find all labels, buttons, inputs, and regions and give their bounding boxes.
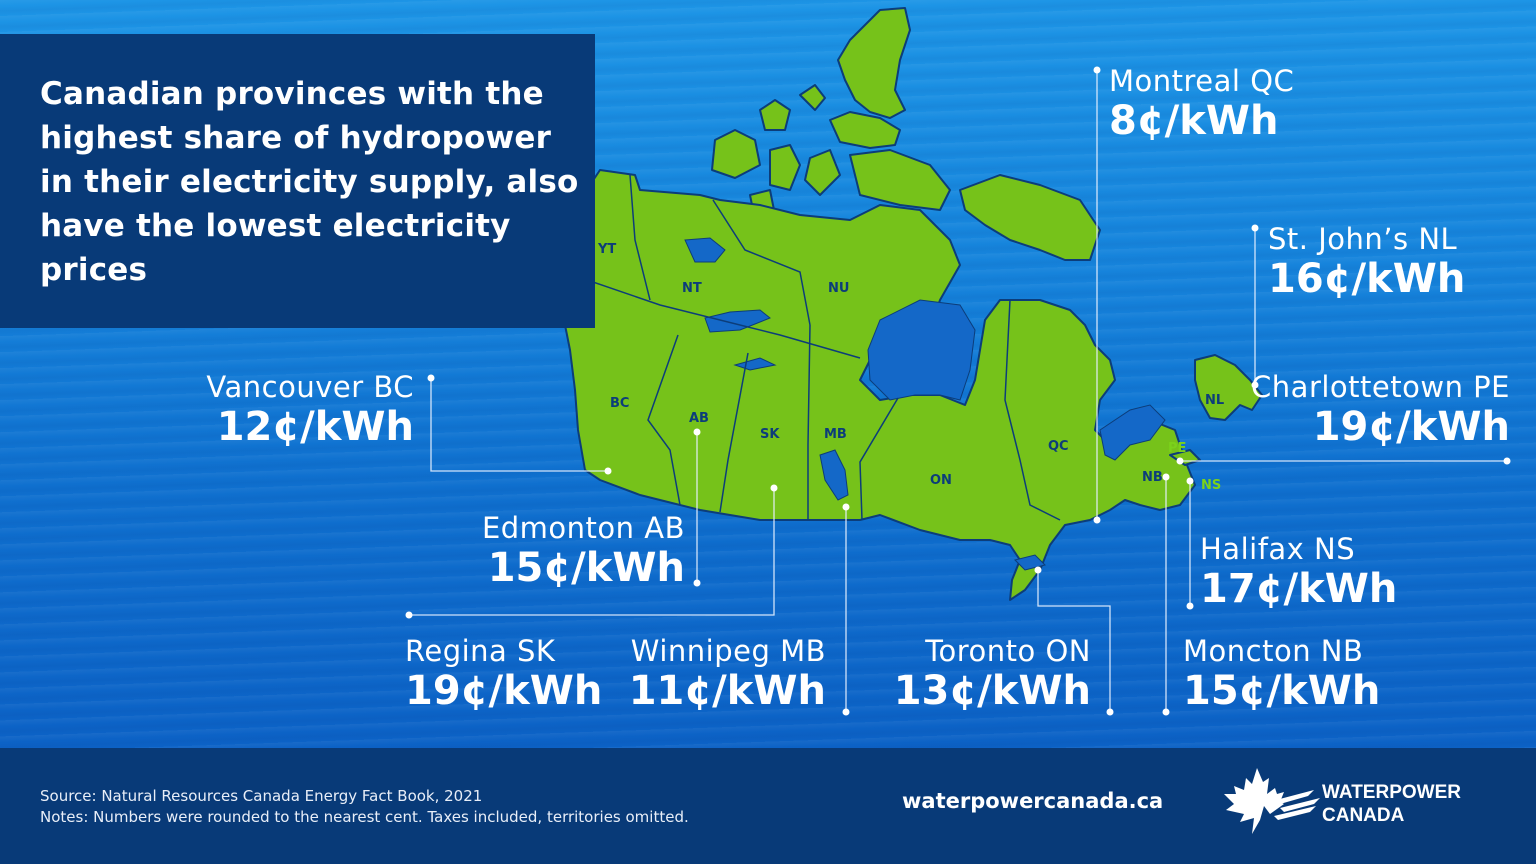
label-nb: NB <box>1142 470 1163 485</box>
label-qc: QC <box>1048 439 1069 454</box>
callout-moncton: Moncton NB 15¢/kWh <box>1183 634 1380 714</box>
label-on: ON <box>930 473 952 488</box>
city-name: Moncton NB <box>1183 634 1364 668</box>
label-ns: NS <box>1201 478 1221 493</box>
price: 12¢/kWh <box>216 404 414 450</box>
label-nu: NU <box>828 281 849 296</box>
label-mb: MB <box>824 427 847 442</box>
label-ab: AB <box>689 411 709 426</box>
label-sk: SK <box>760 427 780 442</box>
maple-leaf-logo-icon <box>1224 768 1320 834</box>
price: 13¢/kWh <box>893 668 1091 714</box>
baffin-island <box>959 174 1101 261</box>
city-name: Vancouver BC <box>206 370 414 404</box>
city-name: Edmonton AB <box>481 511 685 545</box>
canada-map: YT NT NU BC AB SK MB ON QC NL NB PE NS <box>549 7 1263 601</box>
headline-panel <box>0 34 595 328</box>
city-name: Regina SK <box>405 634 556 668</box>
leader-lines <box>409 70 1507 712</box>
lake-ontario <box>1014 554 1046 571</box>
price: 8¢/kWh <box>1109 98 1279 144</box>
label-nl: NL <box>1205 393 1224 408</box>
ellesmere-island <box>837 7 911 119</box>
notes-text: Notes: Numbers were rounded to the neare… <box>40 808 689 826</box>
website-link[interactable]: waterpowercanada.ca <box>902 789 1164 813</box>
price: 15¢/kWh <box>1183 668 1381 714</box>
city-name: Montreal QC <box>1109 64 1295 98</box>
callout-edmonton: Edmonton AB 15¢/kWh <box>482 511 685 591</box>
label-pe: PE <box>1168 441 1186 456</box>
price: 19¢/kWh <box>1312 404 1510 450</box>
newfoundland <box>1194 354 1263 421</box>
label-yt: YT <box>597 242 616 257</box>
callout-stjohns: St. John’s NL 16¢/kWh <box>1268 222 1465 302</box>
callout-toronto: Toronto ON 13¢/kWh <box>894 634 1091 714</box>
city-name: Toronto ON <box>925 634 1091 668</box>
source-text: Source: Natural Resources Canada Energy … <box>40 787 483 805</box>
city-name: Halifax NS <box>1200 532 1356 566</box>
hudson-bay <box>867 299 976 401</box>
price: 15¢/kWh <box>487 545 685 591</box>
label-nt: NT <box>682 281 702 296</box>
lake-winnipeg <box>819 449 849 501</box>
city-name: Charlottetown PE <box>1251 370 1510 404</box>
callout-regina: Regina SK 19¢/kWh <box>405 634 602 714</box>
callout-montreal: Montreal QC 8¢/kWh <box>1109 64 1294 144</box>
callout-vancouver: Vancouver BC 12¢/kWh <box>206 370 414 450</box>
city-name: Winnipeg MB <box>630 634 826 668</box>
great-slave-lake <box>704 309 771 333</box>
price: 16¢/kWh <box>1268 256 1466 302</box>
city-name: St. John’s NL <box>1268 222 1458 256</box>
price: 19¢/kWh <box>405 668 603 714</box>
callout-winnipeg: Winnipeg MB 11¢/kWh <box>629 634 826 714</box>
callout-charlottetown: Charlottetown PE 19¢/kWh <box>1251 370 1510 450</box>
callout-halifax: Halifax NS 17¢/kWh <box>1200 532 1397 612</box>
headline: Canadian provinces with the highest shar… <box>40 76 579 288</box>
price: 11¢/kWh <box>628 668 826 714</box>
price: 17¢/kWh <box>1200 566 1398 612</box>
label-bc: BC <box>610 396 629 411</box>
great-bear-lake <box>684 237 726 263</box>
source-notes: Source: Natural Resources Canada Energy … <box>40 786 689 828</box>
brand-name: WATERPOWER CANADA <box>1322 782 1461 826</box>
gulf-st-lawrence <box>1099 404 1166 461</box>
